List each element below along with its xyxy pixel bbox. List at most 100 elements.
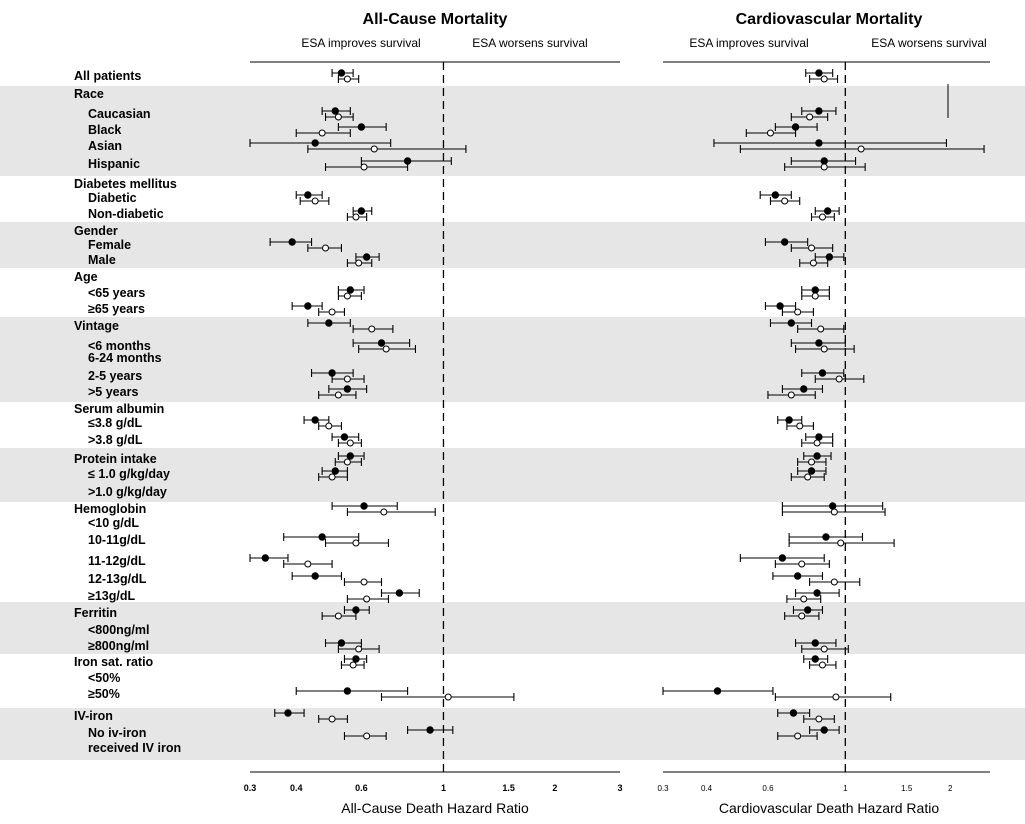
- ci-open: [337, 645, 380, 653]
- point-open: [830, 508, 838, 516]
- ci-filled: [307, 319, 351, 327]
- point-filled: [793, 572, 802, 580]
- row-label: 2-5 years: [88, 369, 143, 383]
- row-label: >1.0 g/kg/day: [88, 485, 167, 499]
- point-filled: [352, 655, 360, 663]
- point-open: [328, 308, 336, 316]
- ci-open: [318, 473, 348, 481]
- point-open: [363, 732, 371, 740]
- ci-filled: [792, 606, 824, 614]
- point-open: [346, 439, 354, 447]
- ci-filled: [788, 533, 864, 541]
- point-filled: [771, 191, 780, 199]
- point-filled: [776, 302, 784, 310]
- point-open: [304, 560, 312, 568]
- point-filled: [395, 589, 404, 597]
- ci-filled: [801, 369, 845, 377]
- ci-filled: [759, 191, 792, 199]
- point-filled: [820, 726, 828, 734]
- ci-open: [321, 612, 357, 620]
- ci-open: [324, 539, 389, 547]
- ci-filled: [310, 369, 354, 377]
- point-open: [355, 645, 363, 653]
- point-open: [360, 163, 368, 171]
- ci-filled: [295, 687, 409, 695]
- x-tick-label: 0.4: [290, 783, 303, 793]
- point-filled: [815, 339, 823, 347]
- ci-filled: [774, 123, 818, 131]
- ci-filled: [795, 639, 837, 647]
- point-filled: [780, 238, 789, 246]
- ci-open: [295, 129, 351, 137]
- ci-filled: [801, 107, 837, 115]
- improves-survival-label: ESA improves survival: [301, 36, 420, 50]
- point-open: [818, 661, 826, 669]
- point-open: [820, 345, 828, 353]
- point-open: [796, 422, 804, 430]
- point-open: [813, 439, 821, 447]
- point-open: [857, 145, 865, 153]
- point-open: [817, 325, 825, 333]
- point-filled: [778, 554, 787, 562]
- point-filled: [360, 502, 368, 510]
- improves-survival-label: ESA improves survival: [689, 36, 808, 50]
- ci-filled: [355, 253, 380, 261]
- ci-open: [767, 391, 816, 399]
- ci-filled: [809, 726, 840, 734]
- ci-filled: [337, 123, 387, 131]
- ci-open: [343, 578, 383, 586]
- ci-filled: [407, 726, 454, 734]
- ci-open: [790, 244, 834, 252]
- worsens-survival-label: ESA worsens survival: [472, 36, 587, 50]
- ci-open: [318, 391, 357, 399]
- point-open: [809, 259, 817, 267]
- ci-open: [331, 375, 365, 383]
- ci-open: [346, 259, 373, 267]
- x-axis-label: All-Cause Death Hazard Ratio: [341, 800, 529, 816]
- ci-open: [318, 715, 348, 723]
- point-open: [328, 715, 336, 723]
- point-filled: [288, 238, 296, 246]
- row-label: No iv-iron: [88, 726, 147, 740]
- ci-open: [809, 578, 861, 586]
- ci-filled: [814, 207, 840, 215]
- point-filled: [311, 572, 319, 580]
- ci-filled: [790, 339, 846, 347]
- ci-filled: [805, 433, 834, 441]
- ci-filled: [814, 253, 845, 261]
- point-filled: [318, 533, 326, 541]
- ci-open: [795, 345, 855, 353]
- group-label: Iron sat. ratio: [74, 655, 154, 669]
- point-filled: [823, 207, 832, 215]
- ci-open: [337, 75, 360, 83]
- group-label: Ferritin: [74, 606, 118, 620]
- ci-open: [307, 145, 467, 153]
- ci-filled: [352, 207, 373, 215]
- point-open: [800, 595, 808, 603]
- row-label: <10 g/dL: [88, 516, 140, 530]
- ci-open: [814, 375, 865, 383]
- shaded-band: [0, 86, 1025, 176]
- ci-open: [324, 113, 354, 121]
- panel-cardiovascular: Cardiovascular Mortality ESA improves sur…: [657, 11, 990, 816]
- row-label: >5 years: [88, 385, 139, 399]
- point-filled: [811, 286, 819, 294]
- group-label: Age: [74, 270, 98, 284]
- point-filled: [815, 433, 823, 441]
- point-open: [808, 458, 816, 466]
- point-open: [343, 75, 351, 83]
- point-open: [325, 422, 333, 430]
- point-filled: [803, 606, 812, 614]
- point-filled: [357, 207, 366, 215]
- point-filled: [811, 639, 819, 647]
- point-open: [808, 244, 816, 252]
- point-filled: [813, 452, 821, 460]
- group-label: Race: [74, 87, 104, 101]
- point-filled: [325, 319, 333, 327]
- ci-filled: [662, 687, 774, 695]
- ci-filled: [343, 606, 370, 614]
- ci-filled: [795, 589, 840, 597]
- point-filled: [377, 339, 386, 347]
